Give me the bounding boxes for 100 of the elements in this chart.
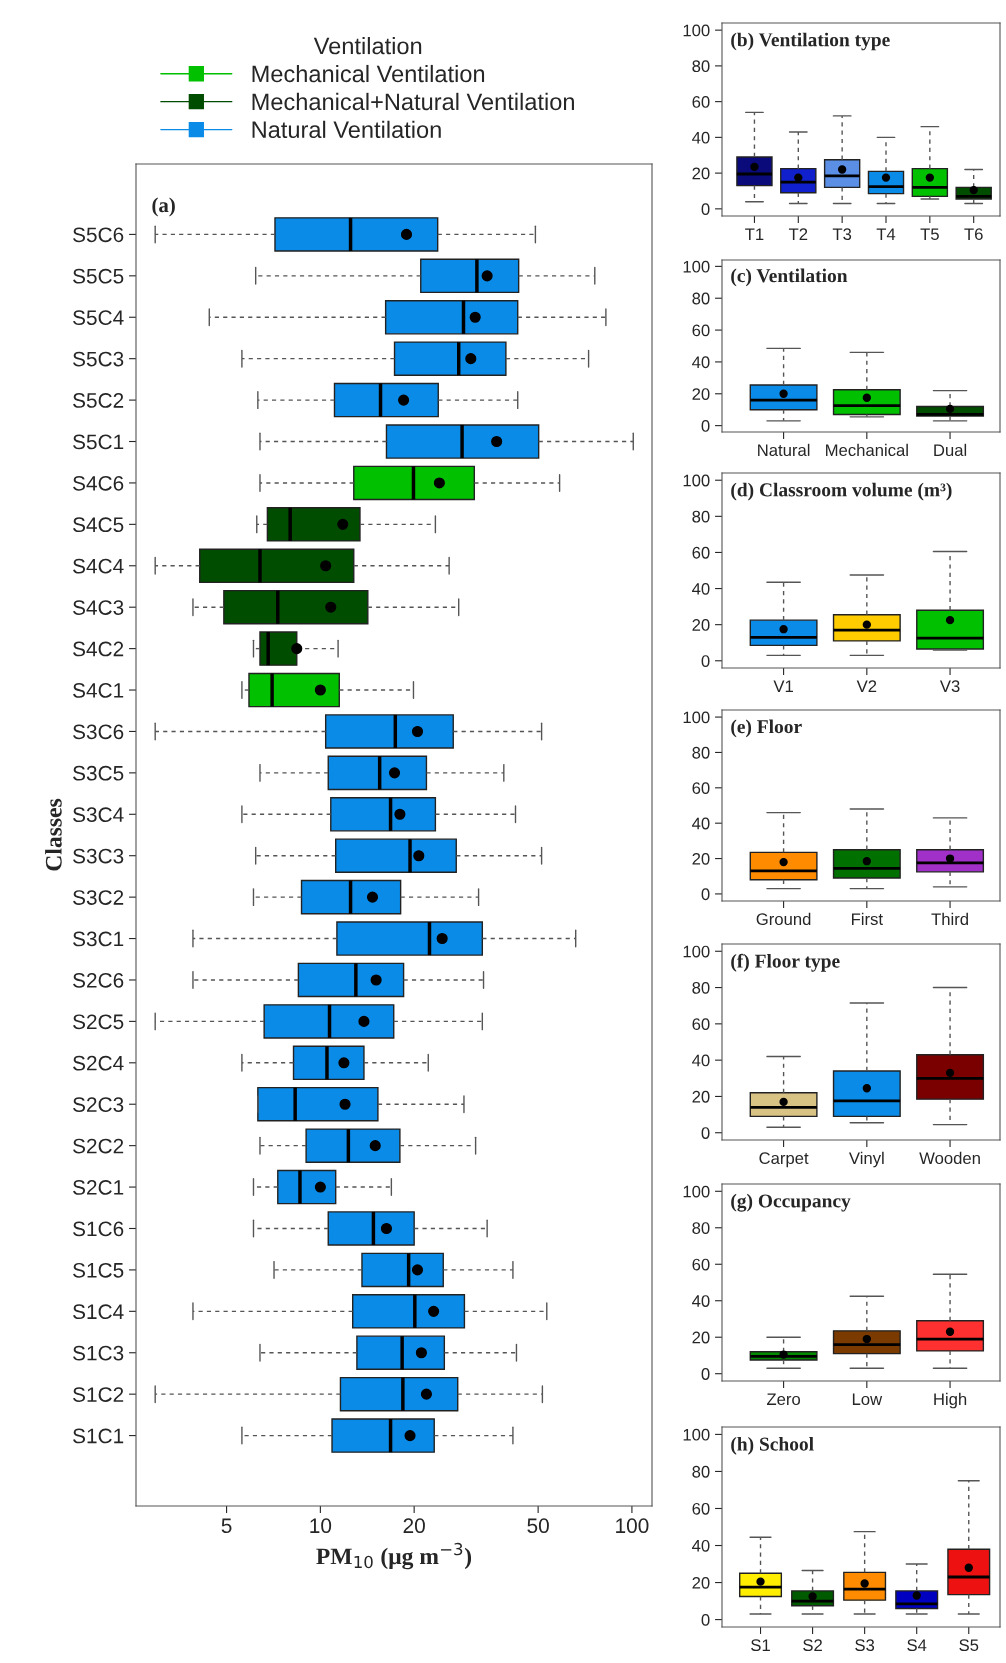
y-tick-label: S5C3 (73, 351, 124, 367)
x-tick-label: 5 (221, 1518, 232, 1534)
y-tick-label: 40 (692, 1295, 710, 1307)
x-tick-label: 20 (403, 1518, 425, 1534)
y-tick-label: S3C1 (73, 931, 124, 947)
chart-title: (b) Ventilation type (731, 32, 890, 51)
x-tick-label: S1 (751, 1639, 770, 1652)
y-tick-label: 60 (692, 96, 710, 108)
y-tick-label: S4C2 (73, 641, 124, 657)
y-tick-label: 40 (692, 356, 710, 369)
y-tick-label: S5C6 (73, 227, 124, 243)
y-tick-label: S1C2 (73, 1387, 124, 1402)
y-tick-label: S2C2 (73, 1138, 124, 1154)
chart-title: (f) Floor type (731, 953, 840, 972)
y-tick-label: 0 (701, 1368, 710, 1380)
x-tick-label: Mechanical (826, 443, 908, 457)
y-tick-label: S4C4 (73, 558, 124, 574)
y-tick-label: S2C6 (73, 972, 124, 988)
y-tick-label: 80 (692, 746, 710, 759)
y-tick-label: 100 (683, 1185, 710, 1198)
chart-title: (c) Ventilation (731, 268, 848, 287)
y-tick-label: 0 (701, 420, 710, 432)
y-tick-label: 60 (692, 1258, 710, 1271)
x-tick-label: Zero (766, 1393, 801, 1406)
y-tick-label: 100 (683, 1428, 710, 1441)
y-tick-label: S5C5 (73, 268, 124, 284)
y-tick-label: S2C4 (73, 1055, 124, 1071)
y-tick-label: S5C1 (73, 434, 124, 450)
y-tick-label: S2C1 (73, 1180, 124, 1195)
y-tick-label: 60 (692, 1502, 710, 1515)
legend-title: Ventilation (313, 37, 422, 55)
x-tick-label: V1 (773, 680, 793, 692)
x-tick-label: S4 (907, 1639, 927, 1652)
y-tick-label: S5C2 (73, 393, 124, 408)
y-tick-label: 20 (692, 619, 710, 631)
x-tick-label: T2 (788, 228, 808, 240)
y-tick-label: 80 (692, 1222, 710, 1234)
y-tick-label: 40 (692, 1054, 710, 1067)
y-tick-label: 40 (692, 1539, 710, 1552)
x-tick-label: 50 (527, 1518, 549, 1534)
y-tick-label: S1C3 (73, 1345, 124, 1361)
y-tick-label: S4C3 (73, 600, 124, 615)
x-tick-label: S2 (803, 1639, 822, 1652)
x-tick-label: T1 (745, 228, 764, 240)
x-tick-label: T6 (964, 228, 983, 241)
y-tick-label: 60 (692, 546, 710, 559)
y-tick-label: 80 (692, 60, 710, 73)
y-tick-label: 0 (701, 203, 710, 216)
x-tick-label: Carpet (759, 1152, 809, 1168)
legend-label: Mechanical Ventilation (252, 64, 485, 83)
x-tick-label: V2 (856, 680, 877, 692)
y-tick-label: 100 (683, 945, 710, 958)
y-tick-label: 80 (692, 981, 710, 994)
x-tick-label: Third (931, 912, 968, 926)
chart-title: (g) Occupancy (731, 1193, 851, 1212)
x-tick-label: V3 (939, 680, 960, 693)
y-tick-label: S3C6 (73, 724, 124, 740)
chart-title: (h) School (731, 1437, 814, 1455)
x-tick-label: High (934, 1392, 967, 1409)
y-tick-label: 20 (692, 852, 710, 865)
x-tick-label: First (852, 912, 883, 926)
y-tick-label: S4C5 (73, 517, 124, 533)
y-tick-label: 60 (692, 324, 710, 337)
y-tick-label: S5C4 (73, 310, 124, 326)
y-tick-label: 40 (692, 131, 710, 144)
y-tick-label: 40 (692, 817, 710, 830)
y-axis-title: Classes (45, 798, 62, 871)
y-tick-label: S2C3 (73, 1097, 124, 1112)
x-tick-label: S3 (855, 1639, 875, 1652)
y-tick-label: S3C4 (73, 807, 124, 823)
x-tick-label: Natural (758, 443, 810, 457)
x-axis-title: PM$_{10}$ (μg m$^{−3}$) (316, 1542, 472, 1570)
legend-label: Natural Ventilation (252, 120, 441, 139)
x-tick-label: T4 (876, 228, 896, 240)
x-tick-label: S5 (959, 1639, 979, 1652)
y-tick-label: S1C5 (73, 1262, 124, 1278)
chart-title: (e) Floor (731, 719, 802, 738)
y-tick-label: 40 (692, 582, 710, 595)
chart-title: (d) Classroom volume (m³) (731, 482, 952, 501)
legend-label: Mechanical+Natural Ventilation (252, 92, 574, 111)
x-tick-label: Wooden (919, 1151, 980, 1165)
y-tick-label: S3C5 (73, 765, 124, 781)
y-tick-label: S4C6 (73, 475, 124, 491)
y-tick-label: 100 (683, 260, 710, 273)
y-tick-label: S3C2 (73, 890, 124, 905)
y-tick-label: S1C6 (73, 1221, 124, 1237)
chart-title: (a) (152, 197, 175, 217)
y-tick-label: 80 (692, 292, 710, 305)
y-tick-label: 100 (683, 24, 710, 37)
y-tick-label: 0 (701, 655, 710, 667)
y-tick-label: 0 (701, 1613, 710, 1626)
y-tick-label: 80 (692, 510, 710, 523)
y-tick-label: 100 (683, 474, 710, 487)
y-tick-label: S4C1 (73, 683, 124, 698)
y-tick-label: 60 (692, 1018, 710, 1031)
y-tick-label: 20 (692, 1090, 710, 1103)
x-tick-label: 100 (616, 1518, 649, 1534)
y-tick-label: 0 (701, 888, 710, 901)
y-tick-label: S1C4 (73, 1304, 124, 1320)
y-tick-label: S2C5 (73, 1014, 124, 1030)
